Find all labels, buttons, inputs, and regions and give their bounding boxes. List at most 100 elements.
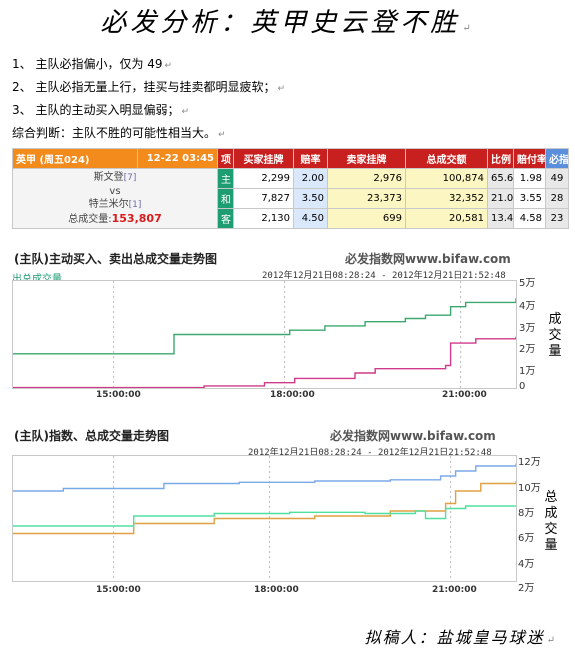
- chart2-brand: 必发指数网www.bifaw.com: [330, 429, 496, 443]
- chart1-y-tick: 5万: [519, 278, 536, 289]
- return-mark-icon: ↵: [546, 635, 557, 646]
- chart1-side-label: 成交量: [548, 312, 562, 359]
- odds-table: 英甲 (周五024) 12-22 03:45 项 买家挂牌 赔率 卖家挂牌 总成…: [12, 148, 569, 229]
- chart1-x-tick-1: 15:00:00: [96, 390, 141, 400]
- return-mark-icon: ↵: [218, 130, 226, 140]
- return-mark-icon: ↵: [164, 61, 173, 71]
- league-label: 英甲 (周五024): [12, 148, 138, 169]
- chart2-side-label: 总成交量: [544, 490, 558, 553]
- match-datetime: 12-22 03:45: [137, 148, 218, 169]
- cell-sell: 699: [327, 208, 406, 229]
- cell-index: 28: [545, 188, 569, 209]
- series-line-2: [13, 336, 517, 389]
- return-mark-icon: ↵: [277, 84, 285, 94]
- header-sell: 卖家挂牌: [327, 148, 406, 169]
- chart1-legend: 出总成交量: [12, 270, 62, 285]
- chart2-y-tick: 12万: [518, 457, 541, 468]
- chart2-range: 2012年12月21日08:28:24 - 2012年12月21日21:52:4…: [248, 448, 492, 458]
- chart1-y-tick: 2万: [519, 344, 536, 355]
- chart2-y-tick: 6万: [518, 533, 535, 544]
- series-line-1: [13, 463, 517, 492]
- point-3: 3、 主队的主动买入明显偏弱； ↵: [12, 100, 285, 123]
- return-mark-icon: ↵: [462, 23, 475, 34]
- cell-total: 32,352: [405, 188, 488, 209]
- chart1-svg: [13, 281, 517, 389]
- chart1-y-tick: 0: [519, 381, 526, 392]
- chart1-brand: 必发指数网www.bifaw.com: [345, 252, 511, 266]
- table-row: 斯文登[7] vs 特兰米尔[1] 总成交量:153,807 主 2,299 2…: [12, 168, 569, 229]
- header-odds: 赔率: [293, 148, 328, 169]
- table-row: 和 7,827 3.50 23,373 32,352 21.0 3.55 28: [13, 188, 569, 209]
- page-title: 必发分析：英甲史云登不胜 ↵: [0, 2, 575, 39]
- cell-buy: 2,299: [233, 168, 294, 189]
- chart1-y-tick: 4万: [519, 301, 536, 312]
- home-team-name: 斯文登: [93, 172, 124, 183]
- page-title-text: 必发分析：英甲史云登不胜: [100, 8, 461, 38]
- series-line-3: [13, 505, 516, 527]
- conclusion: 综合判断：主队不胜的可能性相当大。 ↵: [12, 123, 285, 146]
- chart1-plot: [12, 280, 517, 389]
- cell-buy: 2,130: [233, 208, 294, 229]
- chart2-x-tick-3: 21:00:00: [432, 585, 477, 595]
- chart2-y-tick: 2万: [518, 583, 535, 594]
- chart2-y-tick: 10万: [518, 483, 541, 494]
- cell-index: 23: [545, 208, 569, 229]
- return-mark-icon: ↵: [181, 107, 189, 117]
- chart1-y-tick: 1万: [519, 366, 536, 377]
- total-volume-value: 153,807: [111, 212, 162, 225]
- point-2: 2、 主队必指无量上行，挂买与挂卖都明显疲软； ↵: [12, 77, 285, 100]
- header-buy: 买家挂牌: [233, 148, 294, 169]
- point-2-text: 2、 主队必指无量上行，挂买与挂卖都明显疲软；: [12, 80, 276, 94]
- chart2-y-tick: 8万: [518, 508, 535, 519]
- chart2-x-tick-2: 18:00:00: [254, 585, 299, 595]
- author-signature: 拟稿人：盐城皇马球迷 ↵: [364, 628, 557, 647]
- cell-sell: 23,373: [327, 188, 406, 209]
- chart2-title: (主队)指数、总成交量走势图: [14, 429, 169, 443]
- cell-selection: 主: [217, 168, 234, 189]
- chart1-x-tick-3: 21:00:00: [442, 390, 487, 400]
- cell-payout: 1.98: [513, 168, 546, 189]
- versus: vs: [109, 186, 121, 197]
- cell-selection: 客: [217, 208, 234, 229]
- analysis-points: 1、 主队必指偏小，仅为 49 ↵ 2、 主队必指无量上行，挂买与挂卖都明显疲软；…: [12, 54, 285, 146]
- cell-odds: 2.00: [293, 168, 328, 189]
- home-team[interactable]: 斯文登[7]: [16, 171, 214, 185]
- cell-selection: 和: [217, 188, 234, 209]
- cell-ratio: 21.0: [487, 188, 514, 209]
- cell-total: 100,874: [405, 168, 488, 189]
- point-1: 1、 主队必指偏小，仅为 49 ↵: [12, 54, 285, 77]
- cell-ratio: 13.4: [487, 208, 514, 229]
- cell-ratio: 65.6: [487, 168, 514, 189]
- odds-header-row: 英甲 (周五024) 12-22 03:45 项 买家挂牌 赔率 卖家挂牌 总成…: [12, 148, 569, 169]
- match-info: 斯文登[7] vs 特兰米尔[1] 总成交量:153,807: [12, 168, 218, 229]
- total-volume-label: 总成交量:: [68, 214, 112, 225]
- cell-payout: 4.58: [513, 208, 546, 229]
- cell-odds: 4.50: [293, 208, 328, 229]
- total-volume: 总成交量:153,807: [16, 212, 214, 226]
- point-3-text: 3、 主队的主动买入明显偏弱；: [12, 103, 180, 117]
- series-line-1: [13, 298, 517, 355]
- chart2-svg: [13, 456, 517, 581]
- chart1-title: (主队)主动买入、卖出总成交量走势图: [14, 252, 217, 266]
- chart2-y-tick: 4万: [518, 559, 535, 570]
- point-1-text: 1、 主队必指偏小，仅为 49: [12, 57, 163, 71]
- chart1-range: 2012年12月21日08:28:24 - 2012年12月21日21:52:4…: [262, 271, 506, 281]
- cell-index: 49: [545, 168, 569, 189]
- header-index: 必指: [545, 148, 569, 169]
- home-team-rank: [7]: [123, 173, 137, 183]
- chart1-x-tick-2: 18:00:00: [270, 390, 315, 400]
- chart1-y-tick: 3万: [519, 323, 536, 334]
- away-team-rank: [1]: [128, 200, 142, 210]
- conclusion-text: 综合判断：主队不胜的可能性相当大。: [12, 126, 217, 140]
- header-total: 总成交额: [405, 148, 488, 169]
- cell-odds: 3.50: [293, 188, 328, 209]
- header-selection: 项: [217, 148, 234, 169]
- away-team[interactable]: 特兰米尔[1]: [16, 198, 214, 212]
- header-payout: 赔付率: [513, 148, 546, 169]
- away-team-name: 特兰米尔: [88, 199, 129, 210]
- chart2-plot: [12, 455, 517, 582]
- cell-buy: 7,827: [233, 188, 294, 209]
- table-row: 客 2,130 4.50 699 20,581 13.4 4.58 23: [13, 208, 569, 229]
- header-ratio: 比例: [487, 148, 514, 169]
- cell-total: 20,581: [405, 208, 488, 229]
